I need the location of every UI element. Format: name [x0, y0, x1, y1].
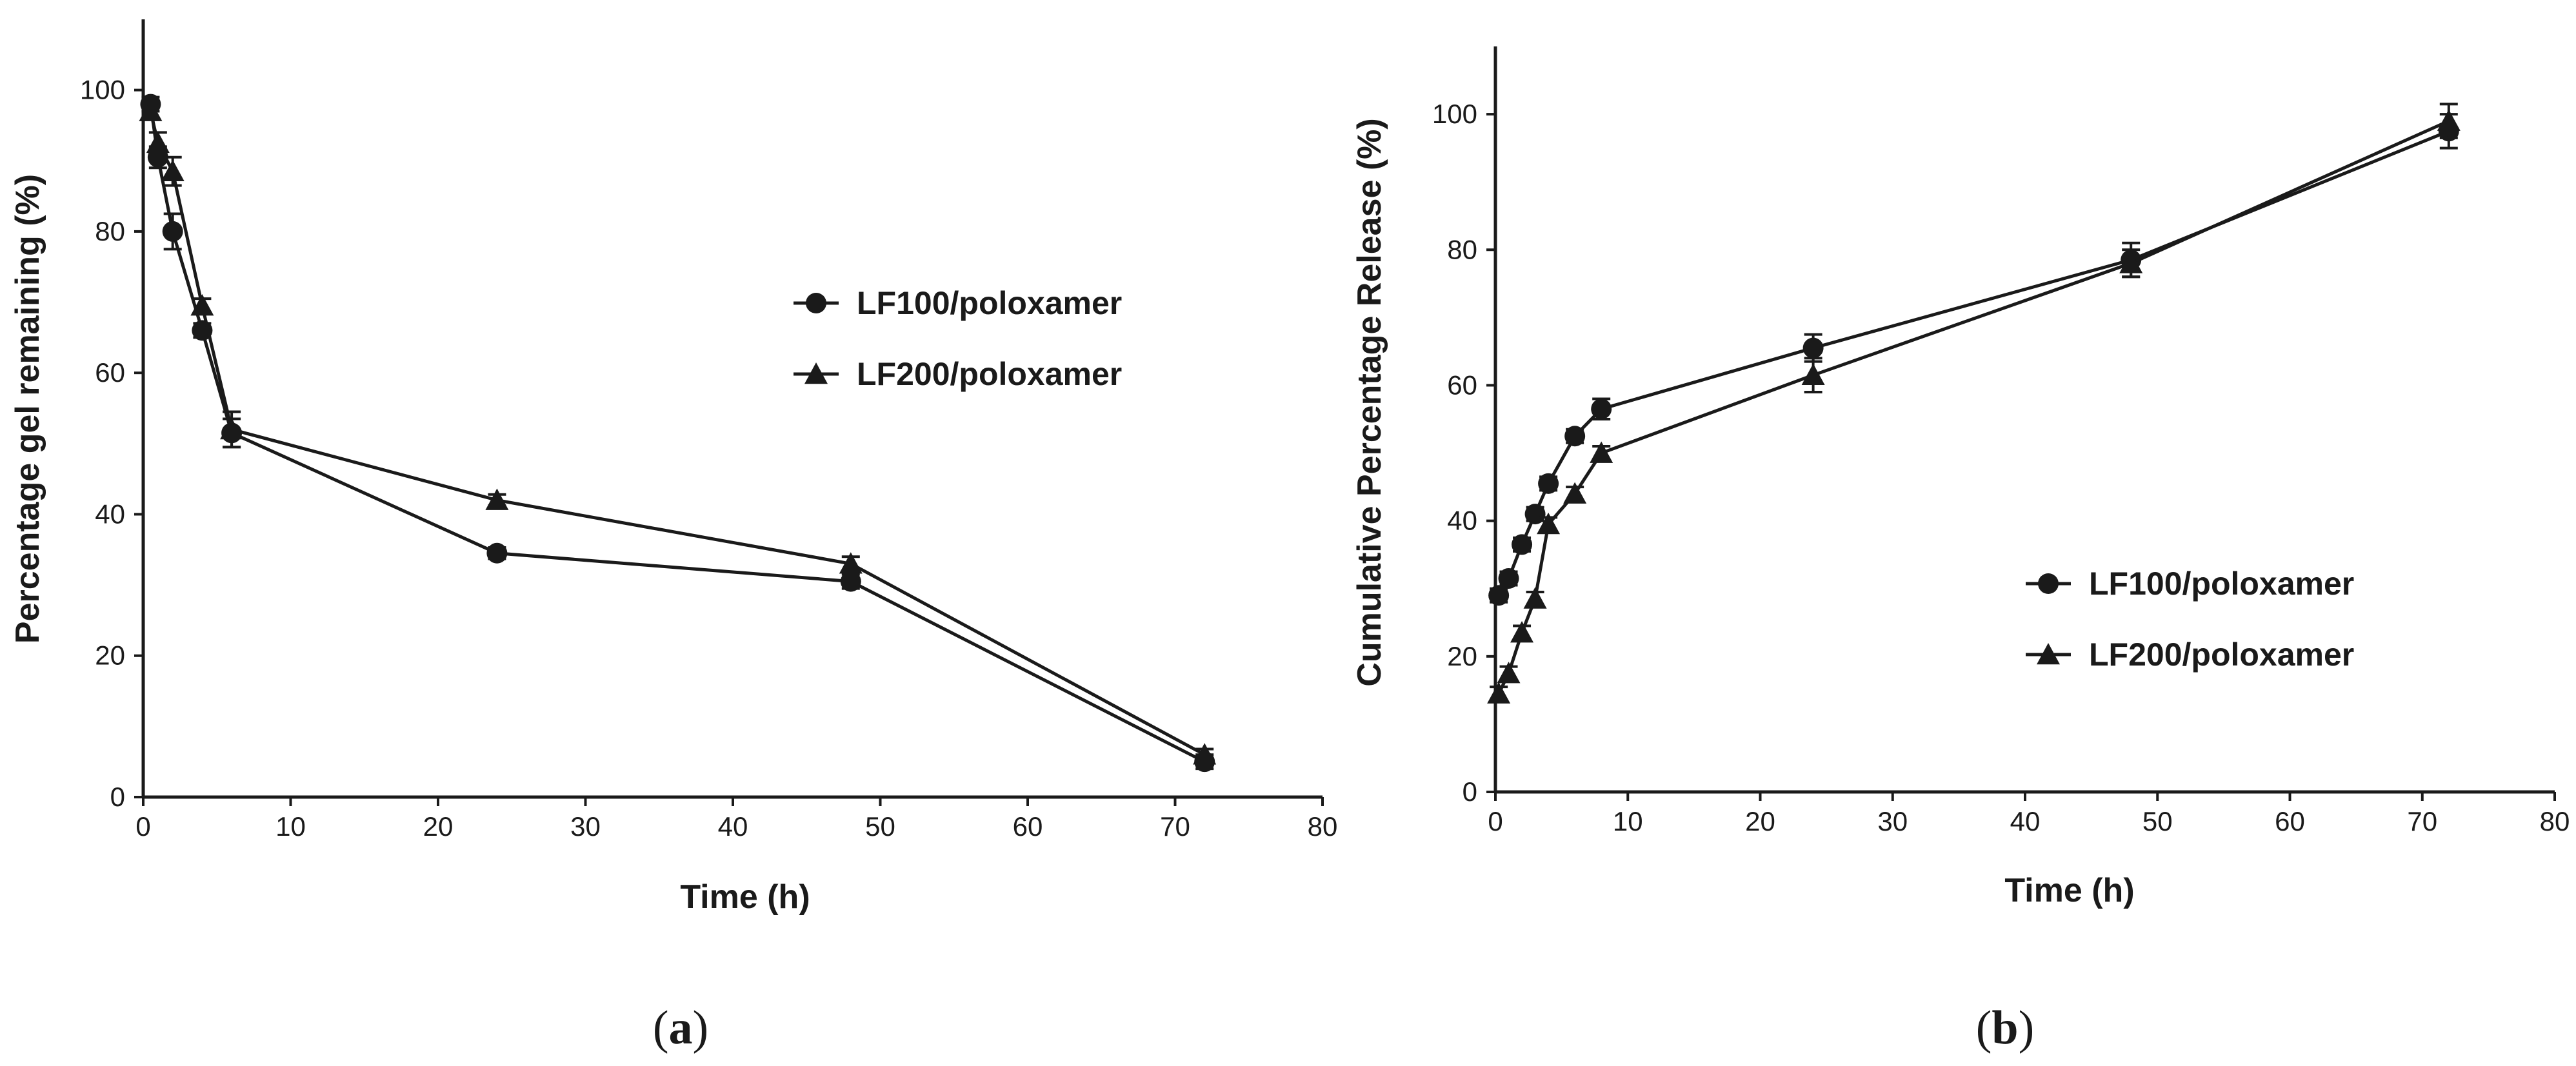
- y-tick-label-a: 100: [80, 75, 125, 105]
- x-tick-label-b: 10: [1613, 806, 1643, 836]
- data-point-b-1: [1512, 534, 1533, 555]
- y-tick-label-a: 20: [95, 640, 125, 671]
- x-tick-label-a: 0: [135, 811, 150, 842]
- x-tick-label-b: 20: [1745, 806, 1775, 836]
- legend-marker: [806, 293, 826, 313]
- data-point-b-1: [1498, 568, 1519, 589]
- y-tick-label-b: 20: [1447, 641, 1477, 671]
- data-point-b-2: [1510, 621, 1534, 643]
- data-point-a-2: [1193, 743, 1217, 765]
- y-tick-label-a: 0: [110, 782, 125, 812]
- y-tick-label-b: 100: [1432, 99, 1477, 129]
- panel-caption-b: (b): [1976, 1002, 2034, 1054]
- data-point-a-2: [161, 159, 185, 182]
- series-line-b-1: [1497, 130, 2450, 597]
- data-point-b-2: [1563, 482, 1587, 504]
- data-point-a-2: [220, 417, 244, 440]
- legend-entry-b-2: LF200/poloxamer: [2026, 637, 2354, 673]
- x-tick-label-a: 50: [865, 811, 895, 842]
- data-point-b-1: [1564, 426, 1586, 447]
- x-tick-label-b: 60: [2275, 806, 2305, 836]
- x-tick-label-a: 20: [423, 811, 454, 842]
- data-point-b-2: [2119, 252, 2143, 273]
- plot-area-a: 0 10 20 30 40 50 60 70 80 0 20 40 60 80 100 LF100/polox…: [80, 19, 1337, 842]
- x-tick-label-a: 40: [718, 811, 748, 842]
- legend-marker: [2037, 643, 2060, 665]
- data-point-b-2: [1487, 682, 1511, 704]
- data-point-b-1: [1591, 399, 1612, 420]
- data-point-a-2: [146, 131, 170, 153]
- y-axis-label-a: Percentage gel remaining (%): [9, 174, 46, 644]
- data-point-a-2: [839, 552, 863, 574]
- data-point-b-2: [1497, 662, 1521, 684]
- panel-letter-a: a: [669, 1002, 693, 1054]
- y-tick-label-b: 80: [1447, 234, 1477, 264]
- legend-marker: [804, 362, 828, 384]
- plot-area-b: 0 10 20 30 40 50 60 70 80 0 20 40 60 80 100 LF100/polox…: [1432, 46, 2570, 836]
- data-point-a-2: [485, 488, 509, 510]
- data-point-a-2: [190, 294, 214, 316]
- chart-panel-a: 0 10 20 30 40 50 60 70 80 0 20 40 60 80 100 LF100/polox…: [9, 19, 1337, 1054]
- x-axis-label-a: Time (h): [680, 878, 810, 916]
- x-tick-label-b: 0: [1488, 806, 1503, 836]
- y-tick-label-a: 60: [95, 357, 125, 388]
- data-point-b-2: [1801, 363, 1825, 385]
- data-point-b-1: [1524, 504, 1546, 525]
- y-tick-label-b: 40: [1447, 506, 1477, 536]
- legend-entry-a-2: LF200/poloxamer: [794, 356, 1122, 392]
- data-point-a-1: [840, 571, 861, 592]
- legend-label: LF200/poloxamer: [857, 356, 1122, 392]
- legend-label: LF100/poloxamer: [2089, 566, 2354, 602]
- panel-letter-b: b: [1992, 1002, 2018, 1054]
- series-line-b-2: [1497, 119, 2450, 695]
- x-tick-label-b: 80: [2540, 806, 2570, 836]
- legend-label: LF100/poloxamer: [857, 285, 1122, 321]
- x-tick-label-a: 60: [1013, 811, 1043, 842]
- data-point-b-2: [1523, 587, 1547, 609]
- legend-entry-a-1: LF100/poloxamer: [794, 285, 1122, 321]
- x-tick-label-a: 30: [570, 811, 601, 842]
- x-tick-label-b: 70: [2407, 806, 2437, 836]
- series-line-a-1: [148, 104, 1206, 764]
- data-point-b-2: [1537, 512, 1561, 535]
- panel-caption-a: (a): [653, 1002, 708, 1054]
- data-point-b-2: [2437, 109, 2461, 131]
- data-point-b-1: [1538, 473, 1559, 494]
- y-tick-label-a: 40: [95, 498, 125, 529]
- y-tick-label-a: 80: [95, 216, 125, 246]
- data-point-a-1: [486, 542, 508, 564]
- data-point-a-2: [139, 99, 163, 121]
- x-tick-label-b: 50: [2142, 806, 2173, 836]
- y-tick-label-b: 60: [1447, 370, 1477, 400]
- x-tick-label-b: 30: [1877, 806, 1908, 836]
- legend-marker: [2038, 573, 2059, 594]
- legend-label: LF200/poloxamer: [2089, 637, 2354, 673]
- data-point-b-2: [1590, 441, 1613, 463]
- chart-panel-b: 0 10 20 30 40 50 60 70 80 0 20 40 60 80 100 LF100/polox…: [1351, 46, 2570, 1054]
- x-tick-label-a: 70: [1160, 811, 1190, 842]
- y-tick-label-b: 0: [1463, 776, 1477, 807]
- x-axis-label-b: Time (h): [2004, 872, 2134, 909]
- y-axis-label-b: Cumulative Percentage Release (%): [1351, 118, 1388, 686]
- x-tick-label-b: 40: [2010, 806, 2041, 836]
- legend-entry-b-1: LF100/poloxamer: [2026, 566, 2354, 602]
- x-tick-label-a: 10: [275, 811, 306, 842]
- x-tick-label-a: 80: [1308, 811, 1338, 842]
- data-point-b-1: [1488, 585, 1510, 606]
- data-point-a-1: [162, 221, 183, 242]
- data-point-b-1: [1802, 337, 1824, 359]
